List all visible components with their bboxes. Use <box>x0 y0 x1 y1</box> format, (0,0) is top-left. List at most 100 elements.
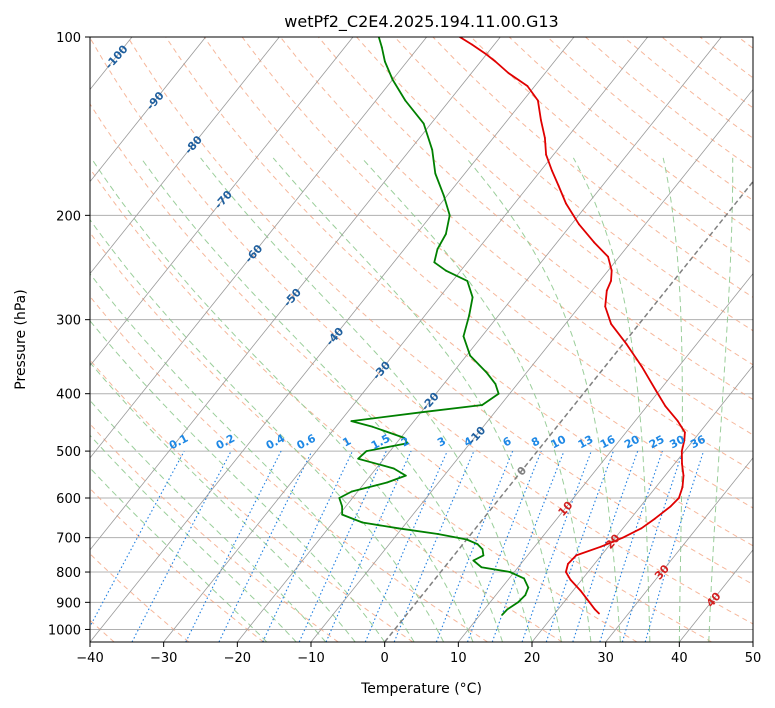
temperature-point <box>681 462 683 465</box>
dewpoint-point <box>480 566 483 569</box>
temperature-point <box>593 241 595 244</box>
dewpoint-point <box>506 608 509 611</box>
x-tick-label-0: −40 <box>76 651 103 666</box>
temperature-point <box>610 280 612 282</box>
temperature-point <box>545 153 547 156</box>
temperature-point <box>507 72 510 74</box>
dewpoint-point <box>494 383 497 385</box>
dewpoint-point <box>341 513 344 516</box>
temperature-point <box>567 563 569 565</box>
mixing-ratio-label: 25 <box>647 433 667 452</box>
temperature-point <box>678 497 680 499</box>
y-tick-label-1000: 1000 <box>48 623 81 638</box>
temperature-point <box>682 474 685 477</box>
moist-adiabat <box>662 157 683 642</box>
temperature-point <box>640 365 643 368</box>
temperature-point <box>604 305 607 308</box>
dewpoint-point <box>397 527 400 530</box>
dewpoint-point <box>471 296 474 299</box>
temperature-point <box>537 99 539 102</box>
moist-adiabat <box>140 157 503 642</box>
x-tick-label-4: 0 <box>381 651 389 666</box>
temperature-point <box>600 545 602 548</box>
dry-adiabat <box>90 487 264 642</box>
temperature-point <box>610 269 613 272</box>
dewpoint-point <box>361 521 364 524</box>
isotherm-line <box>90 37 206 183</box>
temperature-point <box>621 536 624 539</box>
dry-adiabat <box>90 553 190 642</box>
temperature-point <box>588 601 591 604</box>
dewpoint-point <box>386 481 388 484</box>
dewpoint-point <box>350 490 353 493</box>
temperature-point <box>684 431 686 434</box>
dry-adiabat <box>90 103 712 642</box>
dewpoint-point <box>482 554 485 557</box>
mixing-ratio-label: 20 <box>622 433 642 452</box>
dewpoint-point <box>472 559 475 562</box>
isotherm-line <box>310 88 753 642</box>
dry-adiabat <box>318 37 753 401</box>
dewpoint-point <box>350 420 353 422</box>
dewpoint-point <box>468 314 471 317</box>
dewpoint-point <box>406 442 409 445</box>
mixing-ratio-label: 16 <box>598 433 618 452</box>
dewpoint-point <box>338 497 341 499</box>
mixing-ratio-line <box>325 450 412 642</box>
dewpoint-point <box>392 467 395 470</box>
dewpoint-point <box>445 233 447 235</box>
mixing-ratio-line <box>521 450 592 642</box>
dry-adiabat <box>90 37 753 625</box>
mixing-ratio-lines <box>90 450 705 642</box>
dry-adiabat <box>394 37 753 332</box>
x-axis: −40 −30 −20 −10 0 10 20 30 40 50 <box>76 642 761 666</box>
dewpoint-point <box>476 543 479 546</box>
moist-adiabat <box>90 361 356 642</box>
isotherm-line <box>90 37 280 275</box>
dewpoint-point <box>433 261 436 264</box>
dry-adiabat <box>90 167 638 642</box>
moist-adiabat <box>90 467 268 642</box>
temperature-point <box>579 589 582 592</box>
dewpoint-point <box>501 614 503 616</box>
isotherm-line <box>605 457 753 642</box>
isotherm-line <box>90 37 427 459</box>
mixing-ratio-line <box>435 450 514 642</box>
x-axis-title: Temperature (°C) <box>360 681 482 697</box>
dewpoint-point <box>497 392 500 395</box>
dewpoint-point <box>404 99 407 102</box>
dewpoint-point <box>404 474 407 477</box>
temperature-point <box>551 169 553 172</box>
temperature-point <box>607 255 609 258</box>
isotherm-line <box>458 273 753 642</box>
mixing-ratio-line <box>90 450 185 628</box>
y-axis-title: Pressure (hPa) <box>13 289 29 389</box>
x-tick-label-8: 40 <box>671 651 688 666</box>
dewpoint-point <box>448 214 451 217</box>
x-tick-label-9: 50 <box>745 651 762 666</box>
temperature-point <box>569 579 572 581</box>
moist-adiabats <box>90 157 734 642</box>
chart-title: wetPf2_C2E4.2025.194.11.00.G13 <box>284 12 558 32</box>
plot-frame <box>89 36 754 643</box>
dewpoint-point <box>442 194 445 197</box>
moist-adiabat <box>708 157 734 642</box>
mixing-ratio-label: 30 <box>667 433 687 452</box>
dry-adiabat <box>279 37 753 436</box>
temperature-trace <box>459 37 686 615</box>
dewpoint-point <box>420 411 422 414</box>
dewpoint-point <box>527 586 530 589</box>
dewpoint-point <box>384 60 386 63</box>
dewpoint-point <box>365 450 368 452</box>
moist-adiabat <box>90 399 327 642</box>
dry-adiabat <box>90 231 563 642</box>
temperature-point <box>540 119 542 121</box>
dewpoint-point <box>380 46 383 48</box>
y-tick-label-800: 800 <box>56 566 81 581</box>
temperature-point <box>485 53 488 56</box>
mixing-ratio-line <box>466 450 542 642</box>
temperature-point <box>557 184 560 187</box>
temperature-point <box>680 450 683 452</box>
